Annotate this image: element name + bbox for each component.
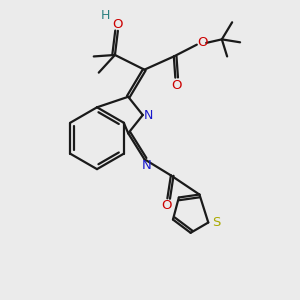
Text: O: O [161,199,172,212]
Text: N: N [143,109,153,122]
Text: S: S [212,216,221,229]
Text: O: O [197,36,207,49]
Text: O: O [172,79,182,92]
Text: N: N [142,159,152,172]
Text: O: O [112,18,123,31]
Text: H: H [101,9,110,22]
